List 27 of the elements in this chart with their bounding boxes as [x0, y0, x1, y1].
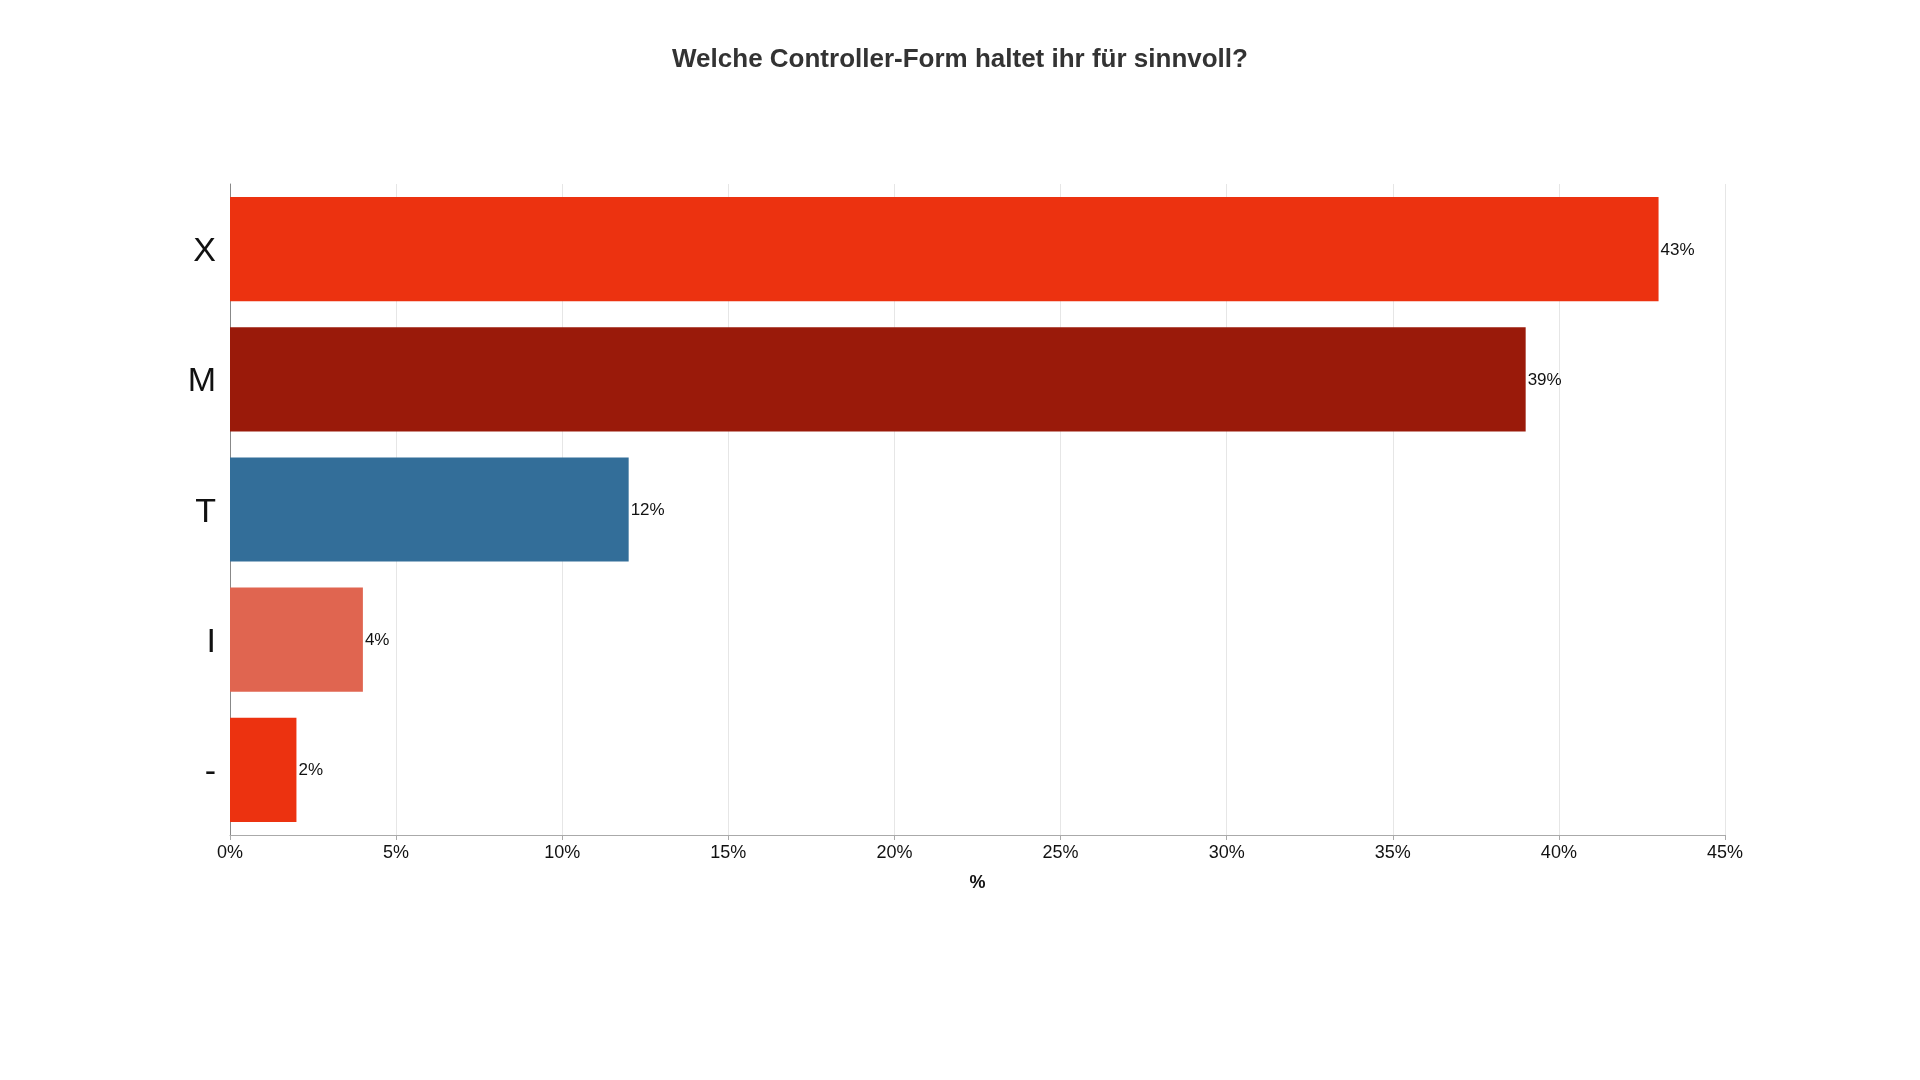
bar: [230, 197, 1659, 302]
data-label: 43%: [1660, 239, 1695, 259]
bar: [230, 717, 297, 822]
data-label: 4%: [364, 630, 390, 650]
data-label: 12%: [630, 500, 665, 519]
y-tick-label: -: [204, 750, 216, 789]
data-label: 2%: [298, 760, 324, 780]
x-tick-label: 25%: [1042, 842, 1079, 862]
x-axis-title: %: [969, 872, 986, 892]
y-tick-label: I: [206, 620, 216, 659]
x-tick-label: 30%: [1208, 842, 1245, 862]
x-tick-label: 15%: [710, 842, 747, 862]
x-tick-label: 35%: [1374, 842, 1411, 862]
y-tick-label: M: [187, 360, 216, 399]
y-tick-label: X: [193, 230, 216, 269]
y-tick-label: T: [195, 490, 216, 529]
data-label: 39%: [1527, 369, 1562, 389]
bar: [230, 327, 1526, 432]
bar: [230, 457, 629, 562]
x-tick-label: 10%: [544, 842, 581, 862]
x-tick-label: 20%: [876, 842, 913, 862]
chart-title: Welche Controller-Form haltet ihr für sinnvoll?: [672, 43, 1248, 73]
x-tick-label: 5%: [383, 842, 410, 862]
x-tick-label: 0%: [216, 842, 244, 862]
bar: [230, 587, 363, 692]
x-tick-label: 45%: [1706, 842, 1744, 862]
x-tick-label: 40%: [1540, 842, 1577, 862]
